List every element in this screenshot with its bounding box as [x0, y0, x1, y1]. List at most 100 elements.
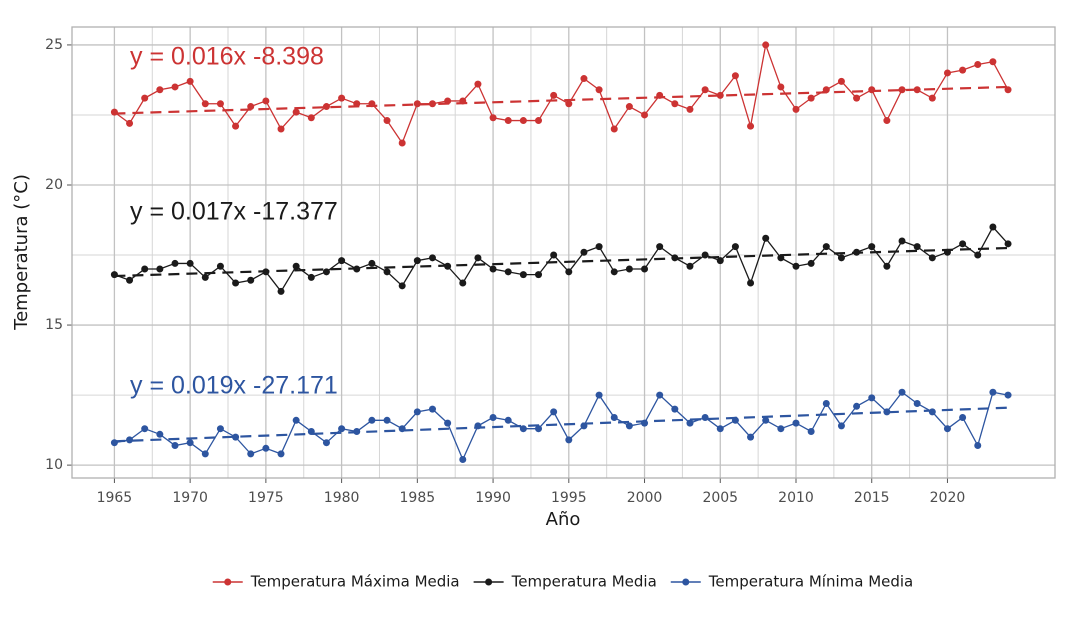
legend-label: Temperatura Máxima Media [250, 573, 460, 591]
point [444, 97, 452, 105]
legend-label: Temperatura Mínima Media [708, 573, 914, 591]
point [474, 422, 482, 430]
point [731, 416, 739, 424]
point [974, 442, 982, 450]
plot-border [71, 26, 1056, 479]
x-tick-label: 1990 [475, 490, 511, 506]
point [338, 257, 346, 265]
point [535, 271, 543, 279]
point [641, 111, 649, 119]
point [716, 257, 724, 265]
point [868, 394, 876, 402]
point [444, 419, 452, 427]
legend-swatch-dot [682, 578, 690, 586]
point [792, 419, 800, 427]
point [595, 243, 603, 251]
point [156, 430, 164, 438]
point [156, 86, 164, 94]
point [126, 436, 134, 444]
point [489, 114, 497, 122]
point [1004, 240, 1012, 248]
trend-line [114, 406, 1009, 443]
point [262, 268, 270, 276]
point [625, 103, 633, 111]
point [595, 391, 603, 399]
point [216, 425, 224, 433]
y-tick-label: 20 [45, 177, 63, 193]
point [762, 416, 770, 424]
point [868, 243, 876, 251]
point [747, 279, 755, 287]
point [232, 433, 240, 441]
point [489, 413, 497, 421]
point [141, 94, 149, 102]
point [762, 41, 770, 49]
point [322, 103, 330, 111]
point [186, 259, 194, 267]
point [974, 251, 982, 259]
point [822, 399, 830, 407]
point [550, 408, 558, 416]
point [322, 439, 330, 447]
point [959, 240, 967, 248]
point [807, 259, 815, 267]
point [777, 254, 785, 262]
point [671, 100, 679, 108]
point [595, 86, 603, 94]
point [383, 416, 391, 424]
point [974, 61, 982, 69]
point [353, 265, 361, 273]
plot-background [72, 27, 1055, 478]
point [747, 433, 755, 441]
annotation: y = 0.016x -8.398 [130, 43, 324, 71]
point [1004, 86, 1012, 94]
point [383, 268, 391, 276]
point [428, 100, 436, 108]
point [413, 408, 421, 416]
point [716, 91, 724, 99]
point [989, 223, 997, 231]
point [171, 259, 179, 267]
point [201, 100, 209, 108]
point [353, 100, 361, 108]
point [898, 86, 906, 94]
point [656, 243, 664, 251]
point [701, 251, 709, 259]
point [171, 83, 179, 91]
point [292, 416, 300, 424]
point [853, 94, 861, 102]
point [413, 100, 421, 108]
point [368, 259, 376, 267]
point [671, 254, 679, 262]
point [474, 254, 482, 262]
point [898, 237, 906, 245]
point [110, 271, 118, 279]
point [792, 105, 800, 113]
point [292, 262, 300, 270]
point [625, 422, 633, 430]
point [641, 265, 649, 273]
point [610, 268, 618, 276]
point [459, 279, 467, 287]
point [247, 103, 255, 111]
point [126, 276, 134, 284]
point [928, 408, 936, 416]
point [837, 254, 845, 262]
point [747, 122, 755, 130]
point [610, 413, 618, 421]
point [610, 125, 618, 133]
legend-label: Temperatura Media [511, 573, 657, 591]
point [807, 427, 815, 435]
x-tick-label: 1980 [324, 490, 360, 506]
point [641, 419, 649, 427]
point [1004, 391, 1012, 399]
x-tick-label: 1975 [248, 490, 284, 506]
y-tick-label: 15 [45, 317, 63, 333]
point [580, 422, 588, 430]
point [883, 262, 891, 270]
point [777, 425, 785, 433]
point [535, 425, 543, 433]
point [232, 279, 240, 287]
point [292, 108, 300, 116]
